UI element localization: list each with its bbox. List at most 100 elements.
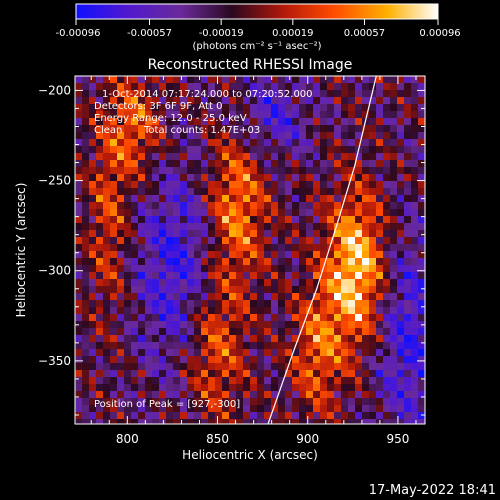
heatmap-cell	[306, 293, 314, 301]
heatmap-cell	[166, 111, 174, 119]
heatmap-cell	[145, 216, 153, 224]
heatmap-cell	[152, 216, 160, 224]
heatmap-cell	[124, 279, 132, 287]
heatmap-cell	[131, 349, 139, 357]
heatmap-cell	[208, 370, 216, 378]
heatmap-cell	[103, 300, 111, 308]
heatmap-cell	[166, 314, 174, 322]
heatmap-cell	[117, 419, 125, 424]
heatmap-cell	[131, 181, 139, 189]
heatmap-cell	[362, 349, 370, 357]
heatmap-cell	[89, 132, 97, 140]
heatmap-cell	[327, 384, 335, 392]
heatmap-cell	[159, 104, 167, 112]
heatmap-cell	[187, 321, 195, 329]
heatmap-cell	[285, 132, 293, 140]
heatmap-cell	[208, 223, 216, 231]
heatmap-cell	[418, 174, 425, 182]
heatmap-cell	[138, 412, 146, 420]
heatmap-cell	[292, 216, 300, 224]
heatmap-cell	[194, 181, 202, 189]
heatmap-cell	[271, 356, 279, 364]
heatmap-cell	[166, 132, 174, 140]
heatmap-cell	[152, 146, 160, 154]
heatmap-cell	[418, 286, 425, 294]
heatmap-cell	[117, 349, 125, 357]
heatmap-cell	[159, 384, 167, 392]
heatmap-cell	[187, 237, 195, 245]
heatmap-cell	[75, 202, 83, 210]
heatmap-cell	[145, 377, 153, 385]
heatmap-cell	[397, 405, 405, 413]
heatmap-cell	[411, 370, 419, 378]
heatmap-cell	[397, 188, 405, 196]
heatmap-cell	[278, 83, 286, 91]
heatmap-cell	[229, 286, 237, 294]
heatmap-cell	[215, 160, 223, 168]
heatmap-cell	[194, 90, 202, 98]
heatmap-cell	[187, 405, 195, 413]
heatmap-cell	[278, 139, 286, 147]
heatmap-cell	[376, 265, 384, 273]
heatmap-cell	[110, 181, 118, 189]
heatmap-cell	[390, 349, 398, 357]
y-tick-label: −250	[38, 174, 71, 188]
heatmap-cell	[243, 377, 251, 385]
heatmap-cell	[250, 216, 258, 224]
heatmap-cell	[96, 139, 104, 147]
heatmap-cell	[166, 279, 174, 287]
heatmap-cell	[187, 132, 195, 140]
heatmap-cell	[173, 160, 181, 168]
heatmap-cell	[299, 153, 307, 161]
heatmap-cell	[215, 272, 223, 280]
heatmap-cell	[390, 76, 398, 84]
heatmap-cell	[96, 419, 104, 424]
heatmap-cell	[285, 104, 293, 112]
heatmap-cell	[229, 223, 237, 231]
heatmap-cell	[334, 209, 342, 217]
heatmap-cell	[103, 76, 111, 84]
heatmap-cell	[320, 83, 328, 91]
heatmap-cell	[75, 174, 83, 182]
heatmap-cell	[110, 314, 118, 322]
heatmap-cell	[257, 167, 265, 175]
heatmap-cell	[103, 258, 111, 266]
heatmap-cell	[222, 412, 230, 420]
heatmap-cell	[152, 342, 160, 350]
heatmap-cell	[75, 153, 83, 161]
y-tick-label: −300	[38, 264, 71, 278]
heatmap-cell	[306, 90, 314, 98]
heatmap-cell	[96, 104, 104, 112]
heatmap-cell	[131, 76, 139, 84]
heatmap-cell	[411, 139, 419, 147]
heatmap-cell	[173, 307, 181, 315]
heatmap-cell	[383, 146, 391, 154]
heatmap-cell	[124, 258, 132, 266]
heatmap-cell	[278, 146, 286, 154]
heatmap-cell	[229, 370, 237, 378]
heatmap-cell	[103, 146, 111, 154]
heatmap-cell	[257, 251, 265, 259]
heatmap-cell	[215, 251, 223, 259]
heatmap-cell	[264, 195, 272, 203]
heatmap-cell	[229, 328, 237, 336]
heatmap-cell	[117, 181, 125, 189]
heatmap-cell	[243, 216, 251, 224]
heatmap-cell	[341, 97, 349, 105]
heatmap-cell	[96, 223, 104, 231]
heatmap-cell	[96, 181, 104, 189]
heatmap-cell	[334, 293, 342, 301]
heatmap-cell	[159, 118, 167, 126]
heatmap-cell	[320, 412, 328, 420]
heatmap-cell	[306, 132, 314, 140]
heatmap-cell	[411, 104, 419, 112]
heatmap-cell	[250, 279, 258, 287]
heatmap-cell	[369, 356, 377, 364]
heatmap-cell	[236, 258, 244, 266]
heatmap-cell	[355, 251, 363, 259]
heatmap-cell	[348, 195, 356, 203]
heatmap-cell	[117, 412, 125, 420]
heatmap-cell	[376, 384, 384, 392]
heatmap-cell	[103, 202, 111, 210]
